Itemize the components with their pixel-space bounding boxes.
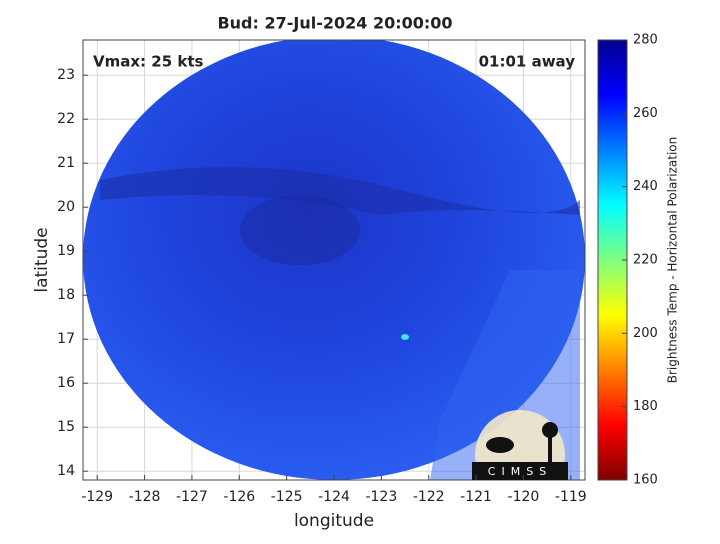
colorbar-tick-label: 160 (633, 473, 658, 488)
y-tick-label: 23 (57, 67, 75, 83)
x-axis-label: longitude (294, 511, 374, 531)
x-tick-label: -120 (508, 489, 540, 505)
colorbar-tick-label: 220 (633, 253, 658, 268)
colorbar-tick-label: 200 (633, 326, 658, 341)
x-tick-label: -127 (176, 489, 208, 505)
colorbar-tick-label: 260 (633, 106, 658, 121)
colorbar-label: Brightness Temp - Horizontal Polarizatio… (666, 137, 680, 384)
x-tick-label: -123 (365, 489, 397, 505)
x-tick-label: -122 (413, 489, 445, 505)
y-axis-label: latitude (32, 227, 52, 292)
x-tick-label: -128 (129, 489, 161, 505)
y-tick-label: 17 (57, 331, 75, 347)
colorbar-tick-label: 280 (633, 33, 658, 48)
chart-title: Bud: 27-Jul-2024 20:00:00 (217, 14, 452, 33)
x-tick-label: -121 (460, 489, 492, 505)
logo (472, 410, 568, 480)
y-tick-label: 19 (57, 243, 75, 259)
y-tick-label: 20 (57, 199, 75, 215)
annotation: Vmax: 25 kts (93, 53, 203, 71)
y-tick-label: 22 (57, 111, 75, 127)
x-tick-label: -119 (555, 489, 587, 505)
y-tick-label: 15 (57, 419, 75, 435)
colorbar-tick-label: 240 (633, 179, 658, 194)
y-tick-label: 18 (57, 287, 75, 303)
x-tick-label: -124 (318, 489, 350, 505)
y-tick-label: 21 (57, 155, 75, 171)
colorbar-tick-label: 180 (633, 399, 658, 414)
x-tick-label: -126 (223, 489, 255, 505)
x-tick-label: -125 (271, 489, 303, 505)
logo-text: CIMSS (488, 465, 552, 478)
x-tick-label: -129 (81, 489, 113, 505)
annotation: 01:01 away (479, 53, 576, 71)
y-tick-label: 16 (57, 375, 75, 391)
y-tick-label: 14 (57, 463, 75, 479)
